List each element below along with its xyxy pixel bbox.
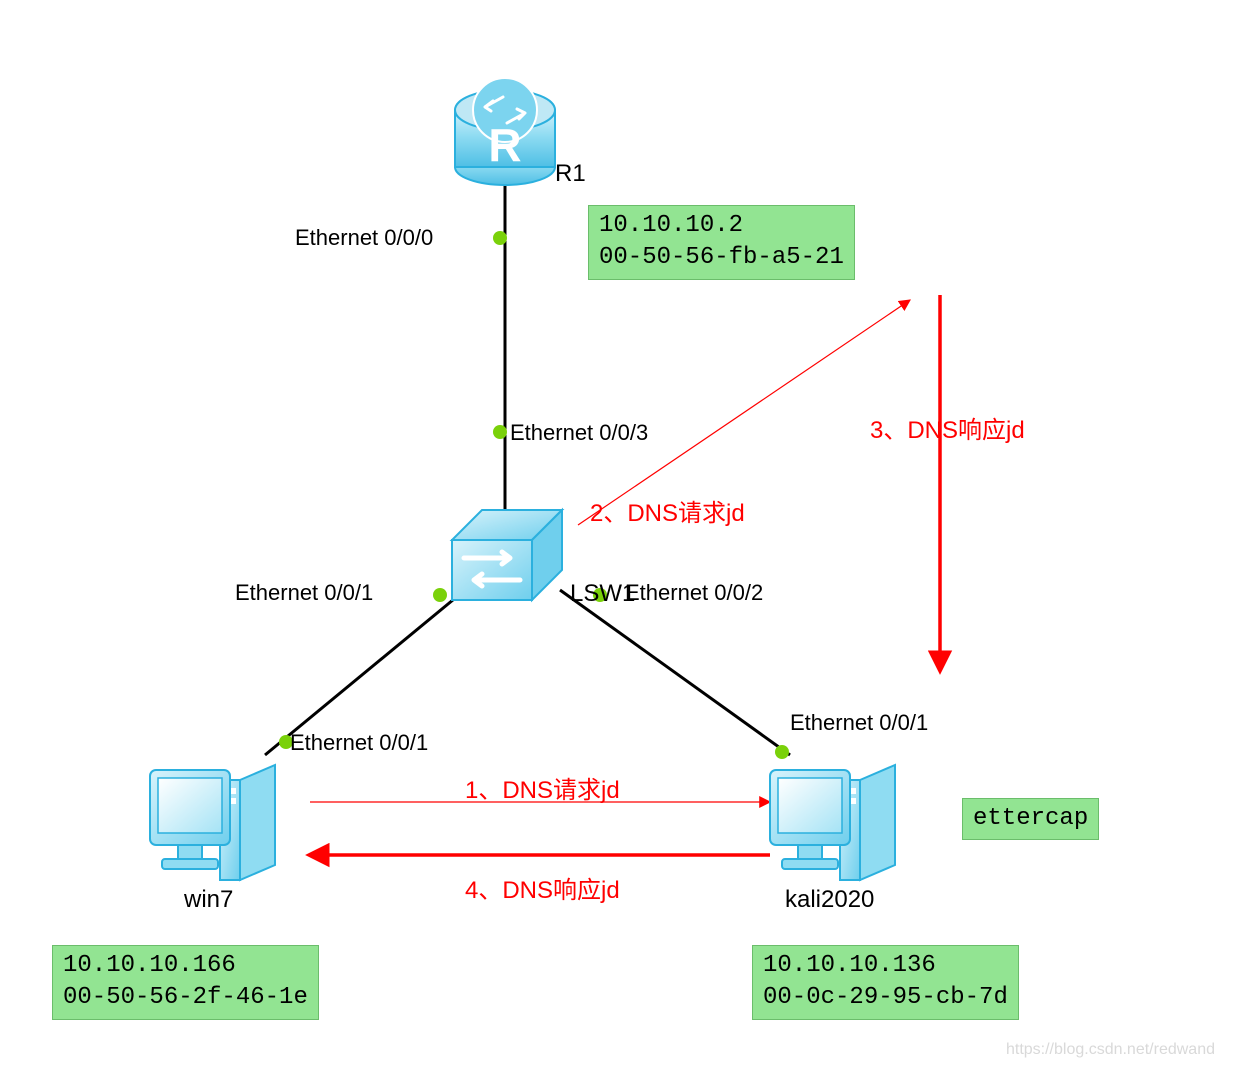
port-dot <box>775 745 789 759</box>
pc-left-icon <box>150 765 275 880</box>
win7-ip: 10.10.10.166 <box>63 952 236 979</box>
port-dot <box>433 588 447 602</box>
svg-text:R: R <box>488 119 521 171</box>
diagram-canvas: R <box>0 0 1235 1069</box>
router-icon: R <box>455 78 555 185</box>
kali-ip: 10.10.10.136 <box>763 952 936 979</box>
pc-right-label: kali2020 <box>785 886 874 914</box>
router-label: R1 <box>555 160 586 188</box>
switch-icon <box>452 510 562 600</box>
port-label: Ethernet 0/0/3 <box>510 420 648 446</box>
router-ip: 10.10.10.2 <box>599 212 743 239</box>
watermark: https://blog.csdn.net/redwand <box>1006 1041 1215 1059</box>
ettercap-box: ettercap <box>962 798 1099 840</box>
pc-left-label: win7 <box>184 886 233 914</box>
link-line <box>560 590 790 755</box>
flow-label: 1、DNS请求jd <box>465 770 620 805</box>
flow-label: 4、DNS响应jd <box>465 870 620 905</box>
port-label: Ethernet 0/0/0 <box>295 225 433 251</box>
router-mac: 00-50-56-fb-a5-21 <box>599 244 844 271</box>
flow-arrow <box>578 300 910 525</box>
port-label: Ethernet 0/0/1 <box>790 710 928 736</box>
port-label: Ethernet 0/0/1 <box>235 580 373 606</box>
port-dot <box>493 231 507 245</box>
flow-label: 3、DNS响应jd <box>870 410 1025 445</box>
router-info-box: 10.10.10.2 00-50-56-fb-a5-21 <box>588 205 855 280</box>
flow-arrows <box>310 295 940 855</box>
win7-mac: 00-50-56-2f-46-1e <box>63 984 308 1011</box>
flow-label: 2、DNS请求jd <box>590 493 745 528</box>
pc-right-icon <box>770 765 895 880</box>
kali-mac: 00-0c-29-95-cb-7d <box>763 984 1008 1011</box>
port-dot <box>493 425 507 439</box>
ettercap-label: ettercap <box>973 805 1088 832</box>
port-label: Ethernet 0/0/2 <box>625 580 763 606</box>
port-label: Ethernet 0/0/1 <box>290 730 428 756</box>
win7-info-box: 10.10.10.166 00-50-56-2f-46-1e <box>52 945 319 1020</box>
kali-info-box: 10.10.10.136 00-0c-29-95-cb-7d <box>752 945 1019 1020</box>
